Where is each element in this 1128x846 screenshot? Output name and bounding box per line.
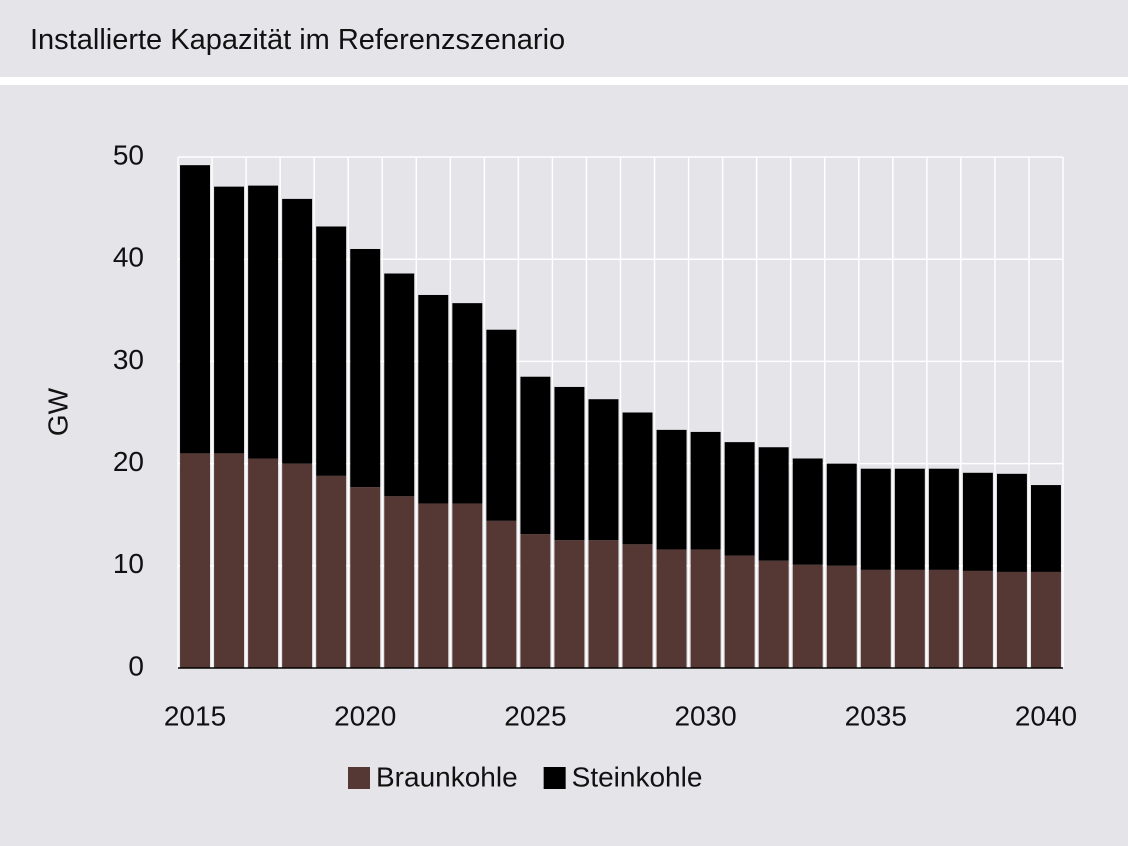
x-tick-label: 2040 bbox=[1015, 700, 1077, 731]
bar-segment bbox=[996, 473, 1027, 572]
legend-swatch bbox=[543, 767, 566, 789]
bar-segment bbox=[384, 496, 415, 668]
bar-segment bbox=[826, 463, 857, 566]
bar-segment bbox=[452, 303, 483, 504]
bar-segment bbox=[554, 386, 585, 541]
bar-segment bbox=[486, 329, 517, 521]
bar-segment bbox=[1031, 571, 1061, 668]
y-tick-label: 40 bbox=[113, 242, 144, 273]
bar-segment bbox=[282, 198, 313, 464]
y-tick-label: 10 bbox=[113, 548, 144, 579]
title-bar: Installierte Kapazität im Referenzszenar… bbox=[0, 0, 1128, 77]
x-tick-label: 2015 bbox=[164, 700, 226, 731]
bar-segment bbox=[656, 549, 687, 668]
y-tick-label: 0 bbox=[128, 650, 144, 681]
bar-segment bbox=[384, 273, 415, 497]
bar-segment bbox=[758, 560, 789, 668]
bar-segment bbox=[588, 399, 619, 541]
bar-segment bbox=[758, 447, 789, 561]
legend-label: Braunkohle bbox=[376, 761, 518, 792]
x-tick-label: 2030 bbox=[674, 700, 736, 731]
bar-segment bbox=[248, 458, 279, 668]
bar-segment bbox=[554, 540, 585, 668]
y-tick-label: 50 bbox=[113, 139, 144, 170]
bar-segment bbox=[962, 472, 993, 571]
bar-segment bbox=[486, 520, 517, 668]
bar-segment bbox=[520, 376, 551, 535]
bar-segment bbox=[214, 453, 245, 668]
bar-segment bbox=[894, 468, 925, 570]
bar-segment bbox=[826, 565, 857, 668]
bar-segment bbox=[316, 475, 347, 668]
bar-segment bbox=[622, 544, 653, 668]
y-tick-label: 30 bbox=[113, 344, 144, 375]
bar-segment bbox=[316, 226, 347, 476]
bar-segment bbox=[180, 165, 210, 454]
legend-swatch bbox=[348, 767, 370, 789]
x-tick-label: 2020 bbox=[334, 700, 396, 731]
chart-title: Installierte Kapazität im Referenzszenar… bbox=[30, 24, 566, 56]
legend-label: Steinkohle bbox=[572, 761, 703, 792]
bar-segment bbox=[180, 453, 210, 668]
bar-segment bbox=[214, 186, 245, 454]
bar-segment bbox=[350, 487, 381, 668]
x-tick-label: 2035 bbox=[845, 700, 907, 731]
bar-segment bbox=[418, 503, 449, 668]
bar-segment bbox=[928, 468, 959, 570]
x-tick-label: 2025 bbox=[504, 700, 566, 731]
bar-segment bbox=[860, 468, 891, 570]
bar-segment bbox=[282, 463, 313, 668]
bar-segment bbox=[656, 429, 687, 550]
bar-segment bbox=[792, 564, 823, 668]
bar-segment bbox=[894, 569, 925, 668]
bar-segment bbox=[724, 442, 755, 556]
bar-segment bbox=[928, 569, 959, 668]
y-axis-label: GW bbox=[42, 387, 73, 436]
bar-segment bbox=[418, 294, 449, 504]
bar-segment bbox=[724, 555, 755, 668]
bar-segment bbox=[452, 503, 483, 668]
bar-segment bbox=[248, 185, 279, 459]
y-tick-label: 20 bbox=[113, 446, 144, 477]
bar-segment bbox=[622, 412, 653, 545]
bar-segment bbox=[792, 458, 823, 565]
bar-segment bbox=[588, 540, 619, 668]
bar-segment bbox=[962, 570, 993, 668]
bar-segment bbox=[520, 534, 551, 668]
bar-segment bbox=[690, 431, 721, 550]
bar-segment bbox=[996, 571, 1027, 668]
bar-segment bbox=[1031, 485, 1061, 572]
bar-segment bbox=[350, 248, 381, 488]
bar-segment bbox=[860, 569, 891, 668]
bar-segment bbox=[690, 549, 721, 668]
